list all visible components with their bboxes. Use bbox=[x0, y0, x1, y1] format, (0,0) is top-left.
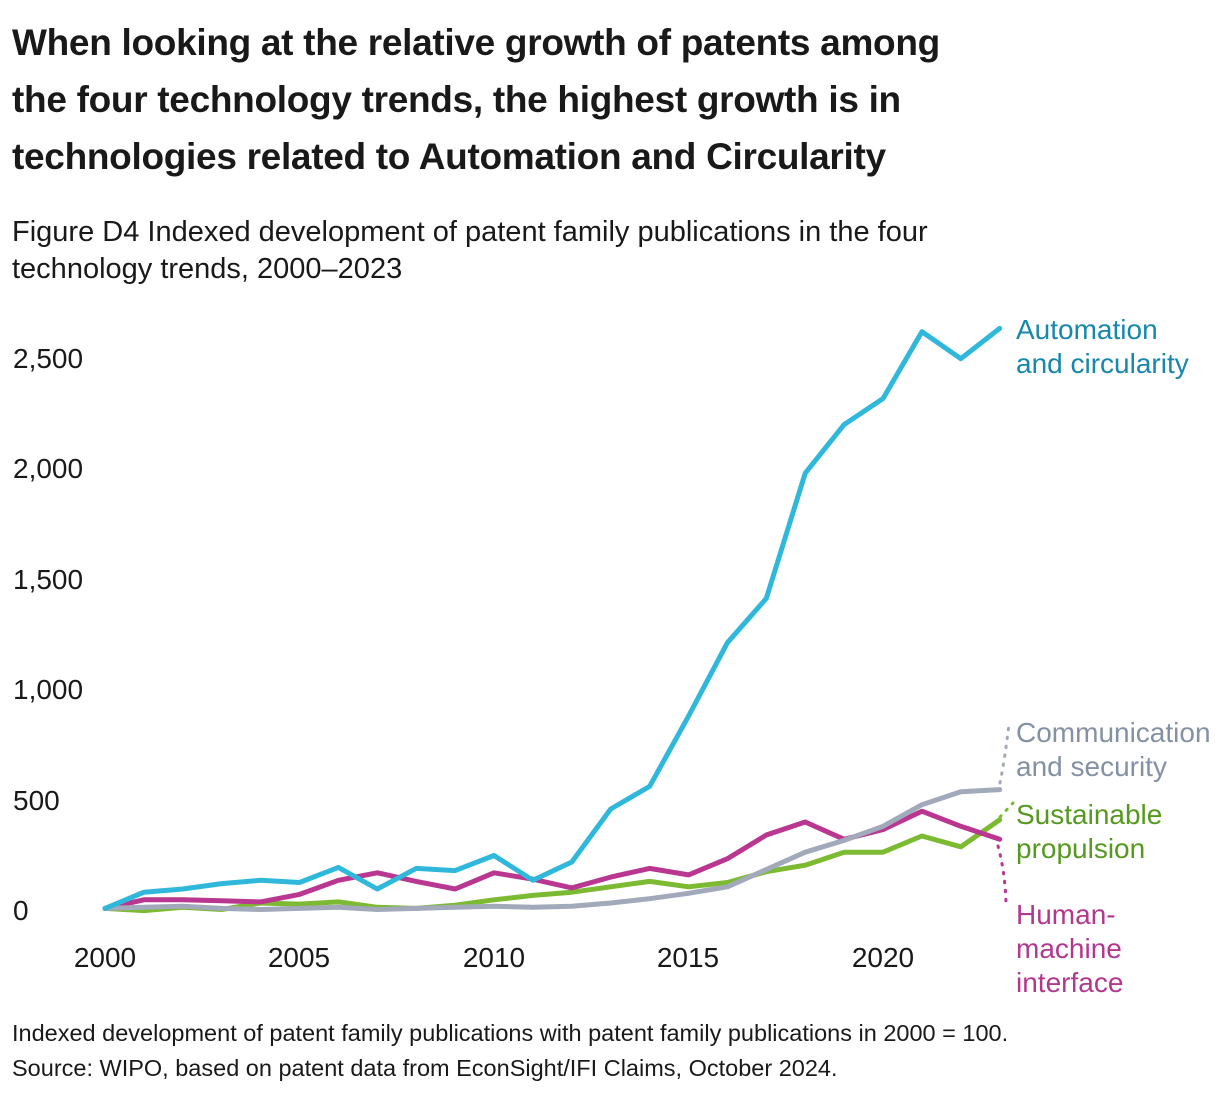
x-tick-2015: 2015 bbox=[657, 942, 719, 973]
legend-human-machine-interface: Human- machine interface bbox=[1016, 898, 1216, 1000]
footnote: Indexed development of patent family pub… bbox=[12, 1020, 1009, 1046]
legend-human-line-1: Human- bbox=[1016, 899, 1116, 930]
legend-human-line-3: interface bbox=[1016, 967, 1124, 998]
automation-and-circularity-line bbox=[102, 325, 1003, 911]
x-tick-2010: 2010 bbox=[463, 942, 525, 973]
chart-title-line-2: the four technology trends, the highest … bbox=[12, 79, 901, 120]
legend-automation-line-2: and circularity bbox=[1016, 348, 1189, 379]
y-tick-2500: 2,500 bbox=[13, 343, 83, 374]
legend-communication-and-security: Communication and security bbox=[1016, 716, 1216, 784]
chart-title-line-1: When looking at the relative growth of p… bbox=[12, 22, 940, 63]
chart-subtitle-line-2: technology trends, 2000–2023 bbox=[12, 253, 403, 285]
legend-sustainable-line-1: Sustainable bbox=[1016, 799, 1163, 830]
x-tick-2005: 2005 bbox=[268, 942, 330, 973]
communication-leader-line bbox=[998, 722, 1011, 785]
y-tick-0: 0 bbox=[13, 895, 29, 926]
legend-communication-line-2: and security bbox=[1016, 751, 1167, 782]
x-tick-2020: 2020 bbox=[852, 942, 914, 973]
chart-subtitle-line-1: Figure D4 Indexed development of patent … bbox=[12, 216, 928, 248]
chart-title-line-3: technologies related to Automation and C… bbox=[12, 136, 886, 177]
y-tick-1500: 1,500 bbox=[13, 564, 83, 595]
legend-human-line-2: machine bbox=[1016, 933, 1122, 964]
source-line: Source: WIPO, based on patent data from … bbox=[12, 1055, 838, 1081]
legend-sustainable-propulsion: Sustainable propulsion bbox=[1016, 798, 1216, 866]
human-machine-leader-line bbox=[996, 844, 1008, 904]
legend-automation-and-circularity: Automation and circularity bbox=[1016, 313, 1216, 381]
legend-communication-line-1: Communication bbox=[1016, 717, 1211, 748]
chart-title: When looking at the relative growth of p… bbox=[12, 14, 1212, 185]
chart-subtitle: Figure D4 Indexed development of patent … bbox=[12, 214, 1192, 288]
y-tick-2000: 2,000 bbox=[13, 453, 83, 484]
y-tick-500: 500 bbox=[13, 785, 60, 816]
x-tick-2000: 2000 bbox=[74, 942, 136, 973]
series-layer bbox=[102, 325, 1003, 914]
legend-sustainable-line-2: propulsion bbox=[1016, 833, 1146, 864]
communication-and-security-line bbox=[102, 787, 1003, 912]
legend-automation-line-1: Automation bbox=[1016, 314, 1158, 345]
sustainable-leader-line bbox=[998, 801, 1015, 819]
y-tick-1000: 1,000 bbox=[13, 674, 83, 705]
chart-footer: Indexed development of patent family pub… bbox=[12, 1016, 1202, 1086]
